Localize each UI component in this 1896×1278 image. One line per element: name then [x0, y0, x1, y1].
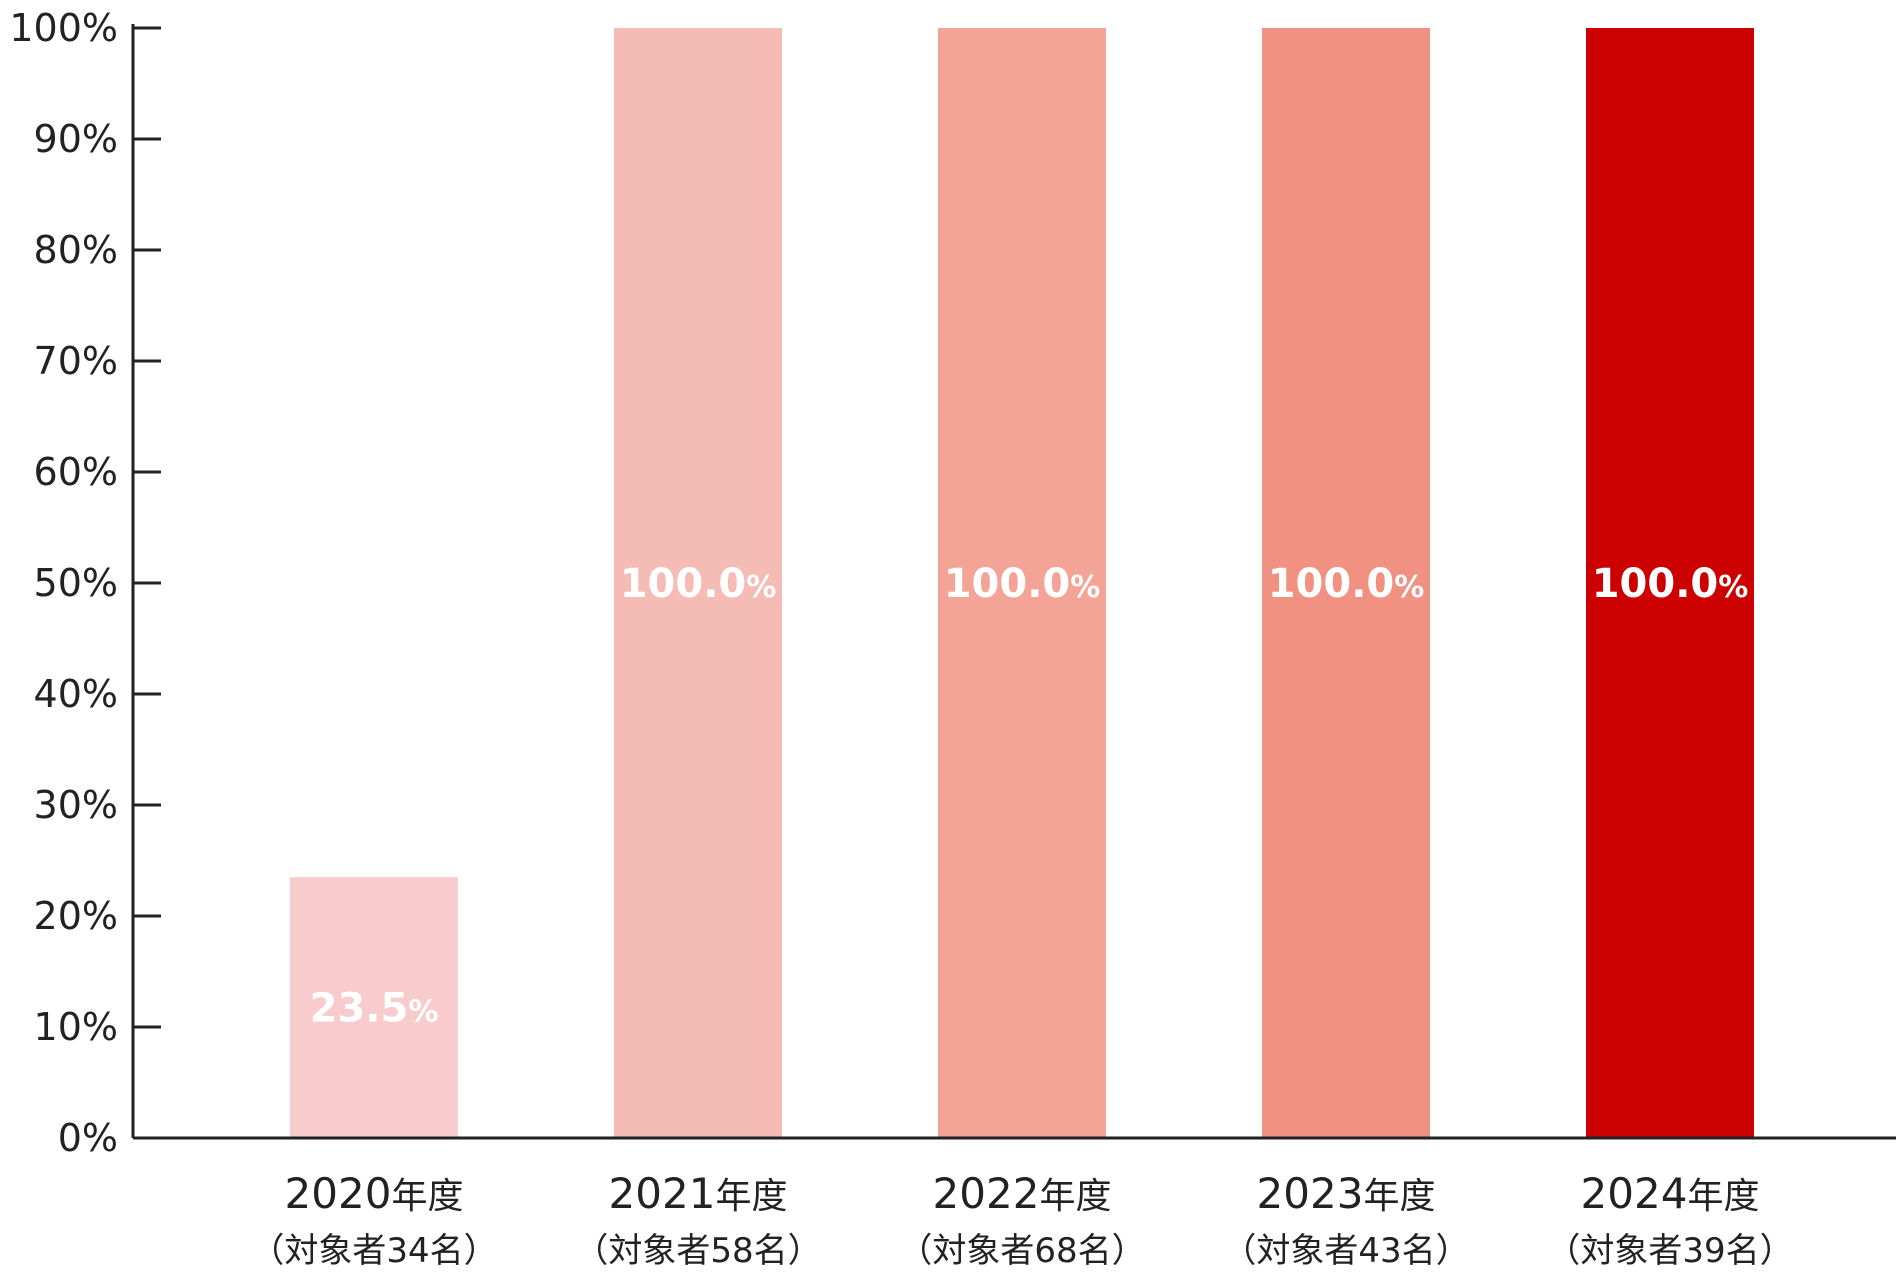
data-label-unit: % — [746, 570, 776, 605]
x-category-suffix: 年度 — [1363, 1176, 1435, 1217]
data-label-number: 100.0 — [1592, 561, 1719, 607]
x-category-suffix: 年度 — [391, 1176, 463, 1217]
x-category-suffix: 年度 — [715, 1176, 787, 1217]
data-label-number: 100.0 — [620, 561, 747, 607]
data-label-number: 23.5 — [310, 986, 409, 1032]
data-label-2023: 100.0% — [1268, 561, 1425, 607]
y-tick-label-30: 30% — [34, 783, 118, 827]
x-category-sublabel-2021: （対象者58名） — [574, 1231, 821, 1271]
x-category-year: 2024 — [1581, 1169, 1688, 1218]
y-tick-label-40: 40% — [34, 672, 118, 716]
x-category-label-2021: 2021年度 — [609, 1169, 788, 1218]
x-category-label-2023: 2023年度 — [1257, 1169, 1436, 1218]
x-category-sublabel-2022: （対象者68名） — [898, 1231, 1145, 1271]
y-tick-label-70: 70% — [34, 339, 118, 383]
bar-2024 — [1586, 28, 1754, 1138]
y-tick-label-50: 50% — [34, 561, 118, 605]
y-tick-label-0: 0% — [58, 1116, 118, 1160]
x-category-sublabel-2024: （対象者39名） — [1546, 1231, 1793, 1271]
bar-2023 — [1262, 28, 1430, 1138]
x-category-label-2022: 2022年度 — [933, 1169, 1112, 1218]
data-label-unit: % — [1718, 570, 1748, 605]
bars-layer — [290, 28, 1754, 1138]
data-label-unit: % — [1394, 570, 1424, 605]
data-label-2020: 23.5% — [310, 986, 439, 1032]
x-category-year: 2021 — [609, 1169, 716, 1218]
y-tick-label-60: 60% — [34, 450, 118, 494]
x-category-label-2020: 2020年度 — [285, 1169, 464, 1218]
data-label-number: 100.0 — [1268, 561, 1395, 607]
x-category-year: 2020 — [285, 1169, 392, 1218]
y-tick-label-20: 20% — [34, 894, 118, 938]
labels-layer: 23.5%100.0% 100.0% 100.0% 100.0% — [310, 561, 1749, 1032]
y-tick-label-80: 80% — [34, 228, 118, 272]
axes-layer: 0%10%20%30%40%50%60%70%80%90%100%2020年度（… — [9, 6, 1896, 1271]
x-category-sublabel-2023: （対象者43名） — [1222, 1231, 1469, 1271]
y-tick-label-90: 90% — [34, 117, 118, 161]
data-label-2024: 100.0% — [1592, 561, 1749, 607]
data-label-number: 100.0 — [944, 561, 1071, 607]
x-category-label-2024: 2024年度 — [1581, 1169, 1760, 1218]
bar-2022 — [938, 28, 1106, 1138]
data-label-2021: 100.0% — [620, 561, 777, 607]
x-category-sublabel-2020: （対象者34名） — [250, 1231, 497, 1271]
bar-2020 — [290, 877, 458, 1138]
x-category-year: 2022 — [933, 1169, 1040, 1218]
data-label-2022: 100.0% — [944, 561, 1101, 607]
y-tick-label-100: 100% — [9, 6, 118, 50]
data-label-unit: % — [408, 995, 438, 1030]
x-category-year: 2023 — [1257, 1169, 1364, 1218]
x-category-suffix: 年度 — [1687, 1176, 1759, 1217]
y-tick-label-10: 10% — [34, 1005, 118, 1049]
bar-2021 — [614, 28, 782, 1138]
data-label-unit: % — [1070, 570, 1100, 605]
x-category-suffix: 年度 — [1039, 1176, 1111, 1217]
